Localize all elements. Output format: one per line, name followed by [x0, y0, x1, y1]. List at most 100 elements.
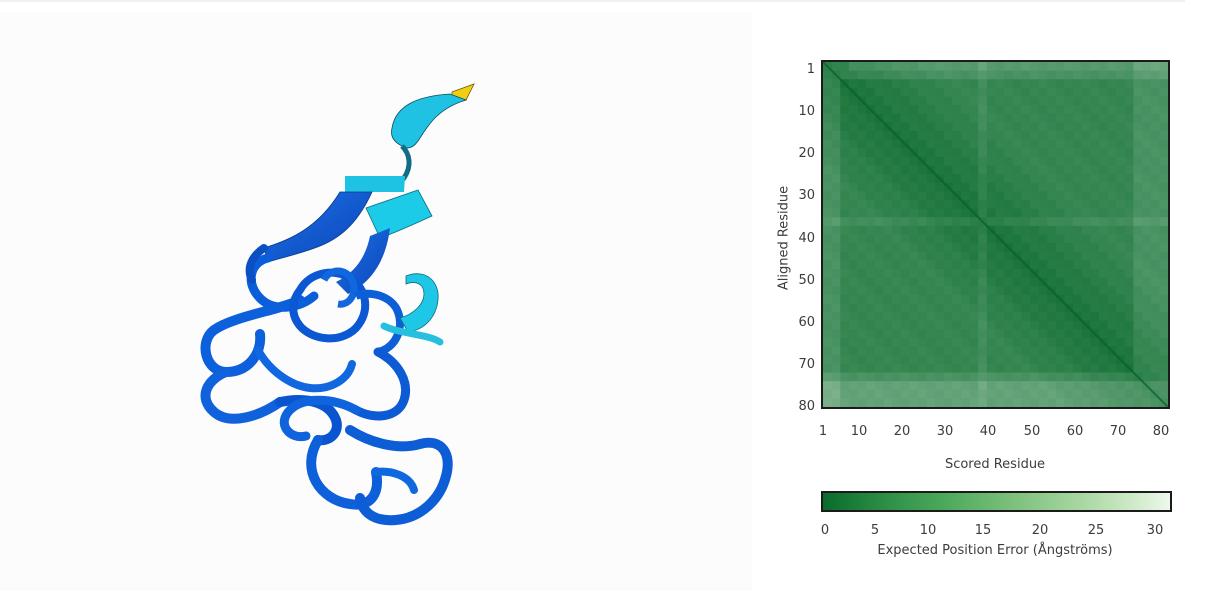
heatmap-cell: [986, 277, 997, 287]
heatmap-cell: [1133, 208, 1143, 218]
heatmap-cell: [1055, 286, 1066, 296]
heatmap-cell: [874, 269, 884, 279]
heatmap-cell: [1090, 346, 1100, 356]
heatmap-cell: [917, 96, 928, 106]
heatmap-cell: [1055, 174, 1066, 184]
heatmap-cell: [1107, 398, 1117, 407]
heatmap-cell: [1124, 398, 1135, 407]
heatmap-cell: [848, 389, 859, 399]
heatmap-cell: [857, 139, 867, 149]
heatmap-cell: [1099, 346, 1109, 356]
heatmap-cell: [952, 398, 962, 407]
heatmap-cell: [1030, 346, 1040, 356]
heatmap-cell: [909, 96, 919, 106]
heatmap-cell: [961, 243, 971, 253]
heatmap-cell: [986, 372, 997, 382]
heatmap-cell: [1159, 217, 1168, 227]
heatmap-cell: [1142, 122, 1152, 132]
heatmap-cell: [969, 338, 979, 348]
heatmap-cell: [917, 355, 928, 365]
heatmap-cell: [1116, 122, 1126, 132]
heatmap-cell: [840, 381, 850, 391]
heatmap-cell: [857, 346, 867, 356]
heatmap-cell: [900, 389, 910, 399]
heatmap-cell: [1047, 113, 1057, 123]
heatmap-cell: [952, 217, 962, 227]
heatmap-cell: [857, 320, 867, 330]
heatmap-cell: [1107, 355, 1117, 365]
heatmap-cell: [1021, 174, 1031, 184]
heatmap-cell: [1116, 329, 1126, 339]
heatmap-cell: [952, 62, 962, 72]
heatmap-cell: [1116, 79, 1126, 89]
heatmap-cell: [1142, 303, 1152, 313]
heatmap-cell: [1159, 251, 1168, 261]
heatmap-cell: [1038, 96, 1048, 106]
heatmap-cell: [866, 217, 876, 227]
heatmap-cell: [1038, 234, 1048, 244]
heatmap-cell: [840, 191, 850, 201]
heatmap-cell: [1021, 294, 1031, 305]
heatmap-cell: [1012, 96, 1022, 106]
heatmap-cell: [969, 234, 979, 244]
heatmap-cell: [1159, 355, 1168, 365]
heatmap-cell: [1047, 260, 1057, 270]
heatmap-cell: [848, 182, 859, 192]
heatmap-cell: [1012, 346, 1022, 356]
heatmap-cell: [892, 165, 902, 175]
heatmap-cell: [986, 70, 997, 80]
heatmap-cell: [1133, 79, 1143, 89]
heatmap-cell: [1124, 165, 1135, 175]
heatmap-cell: [961, 303, 971, 313]
heatmap-cell: [1081, 286, 1091, 296]
heatmap-cell: [986, 165, 997, 175]
pae-plot: Aligned Residue 1 10 20 30 40 50 60 70 8…: [760, 0, 1212, 591]
heatmap-cell: [909, 182, 919, 192]
heatmap-cell: [952, 122, 962, 132]
heatmap-cell: [892, 363, 902, 374]
heatmap-cell: [1064, 200, 1074, 210]
heatmap-cell: [1004, 200, 1014, 210]
heatmap-cell: [857, 62, 867, 72]
heatmap-cell: [831, 96, 841, 106]
heatmap-cell: [1142, 398, 1152, 407]
heatmap-cell: [1055, 217, 1066, 227]
heatmap-cell: [943, 286, 953, 296]
heatmap-cell: [961, 79, 971, 89]
heatmap-cell: [1004, 320, 1014, 330]
heatmap-cell: [943, 122, 953, 132]
heatmap-cell: [1047, 389, 1057, 399]
heatmap-cell: [978, 96, 988, 106]
heatmap-cell: [1081, 87, 1091, 98]
heatmap-cell: [917, 87, 928, 98]
heatmap-cell: [1107, 191, 1117, 201]
heatmap-cell: [866, 113, 876, 123]
protein-ribbon-render[interactable]: [0, 12, 752, 591]
heatmap-cell: [892, 329, 902, 339]
heatmap-cell: [961, 269, 971, 279]
heatmap-cell: [900, 191, 910, 201]
heatmap-cell: [952, 70, 962, 80]
heatmap-cell: [866, 303, 876, 313]
heatmap-cell: [1004, 87, 1014, 98]
heatmap-cell: [900, 269, 910, 279]
heatmap-cell: [1133, 191, 1143, 201]
heatmap-cell: [1099, 234, 1109, 244]
heatmap-cell: [874, 381, 884, 391]
heatmap-cell: [874, 363, 884, 374]
heatmap-cell: [848, 260, 859, 270]
heatmap-cell: [883, 131, 893, 141]
heatmap-cell: [1090, 131, 1100, 141]
heatmap-cell: [1055, 156, 1066, 167]
heatmap-cell: [943, 217, 953, 227]
heatmap-cell: [1107, 243, 1117, 253]
heatmap-cell: [1150, 381, 1160, 391]
pae-heatmap-canvas[interactable]: [823, 62, 1168, 407]
heatmap-cell: [1073, 156, 1083, 167]
heatmap-cell: [1064, 113, 1074, 123]
heatmap-cell: [1133, 139, 1143, 149]
structure-viewer[interactable]: [0, 12, 752, 591]
heatmap-cell: [1004, 96, 1014, 106]
pae-heatmap[interactable]: [821, 60, 1170, 409]
ribbon-loop: [200, 295, 305, 378]
